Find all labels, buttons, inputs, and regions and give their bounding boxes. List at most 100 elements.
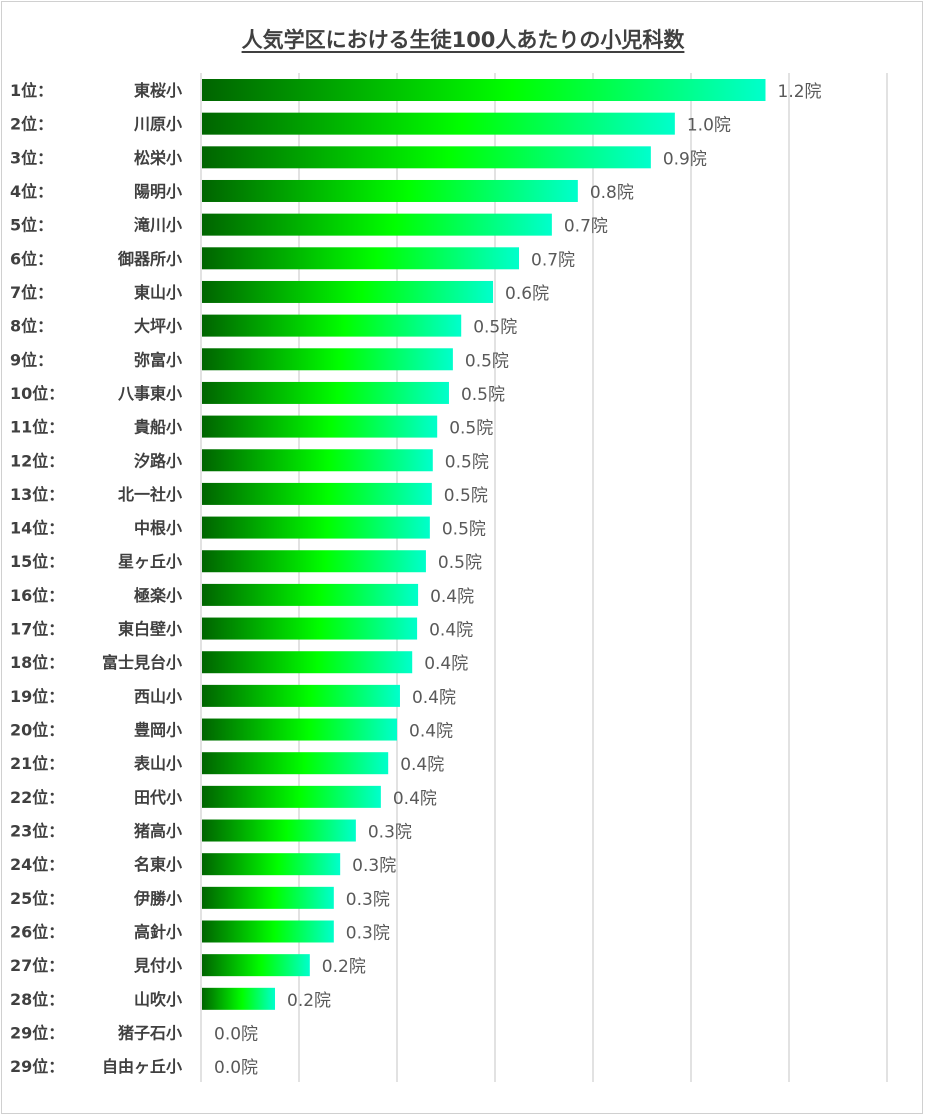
school-label: 北一社小 (118, 485, 182, 504)
school-label: 松栄小 (134, 148, 182, 167)
school-label: 中根小 (134, 519, 182, 538)
data-label: 0.6院 (505, 284, 549, 304)
data-label: 0.0院 (214, 1058, 258, 1078)
school-label: 陽明小 (134, 182, 182, 201)
bar (202, 314, 462, 337)
bar-row: 23位： 猪高小 0.3院 (10, 819, 412, 843)
bar (202, 516, 430, 539)
rank-label: 2位： (10, 115, 53, 134)
school-label: 猪子石小 (117, 1023, 182, 1042)
bar-row: 8位： 大坪小 0.5院 (10, 314, 517, 338)
rank-label: 25位： (10, 889, 64, 908)
rank-label: 3位： (10, 148, 53, 167)
data-label: 0.2院 (322, 957, 366, 977)
school-label: 汐路小 (134, 451, 182, 470)
rank-label: 20位： (10, 721, 64, 740)
school-label: 東桜小 (134, 81, 182, 100)
school-label: 山吹小 (134, 990, 182, 1009)
rank-label: 6位： (10, 249, 53, 268)
chart-title-text: 人気学区における生徒100人あたりの小児科数 (241, 28, 685, 52)
data-label: 0.8院 (590, 183, 634, 203)
data-label: 0.9院 (663, 149, 707, 169)
school-label: 御器所小 (117, 249, 182, 268)
rank-label: 17位： (10, 620, 64, 639)
bar (202, 482, 432, 505)
data-label: 0.5院 (445, 452, 489, 472)
school-label: 自由ヶ丘小 (102, 1057, 182, 1076)
data-label: 0.5院 (473, 318, 517, 338)
rank-label: 1位： (10, 81, 53, 100)
bar-row: 10位： 八事東小 0.5院 (10, 381, 505, 405)
data-label: 0.7院 (531, 250, 575, 270)
bar-row: 1位： 東桜小 1.2院 (10, 79, 822, 102)
bar-row: 6位： 御器所小 0.7院 (10, 247, 575, 270)
school-label: 表山小 (133, 754, 182, 773)
bar (202, 112, 675, 135)
rank-label: 9位： (10, 350, 53, 369)
data-label: 0.4院 (429, 621, 473, 641)
bar-row: 4位： 陽明小 0.8院 (10, 179, 634, 203)
school-label: 高針小 (134, 923, 182, 942)
bar-row: 13位： 北一社小 0.5院 (10, 482, 488, 506)
school-label: 名東小 (134, 855, 182, 874)
data-label: 0.4院 (412, 688, 456, 708)
school-label: 貴船小 (134, 418, 182, 437)
rank-label: 24位： (10, 855, 64, 874)
bar (202, 617, 418, 640)
bar-row: 7位： 東山小 0.6院 (10, 280, 549, 304)
bar (202, 381, 449, 404)
bar-row: 26位： 高針小 0.3院 (10, 920, 390, 944)
bar-row: 21位： 表山小 0.4院 (10, 752, 444, 775)
rank-label: 27位： (10, 956, 64, 975)
rank-label: 15位： (10, 552, 64, 571)
school-label: 大坪小 (134, 317, 182, 336)
school-label: 極楽小 (133, 586, 182, 605)
bar-row: 29位： 猪子石小 0.0院 (10, 1023, 258, 1044)
data-label: 0.4院 (393, 789, 437, 809)
rank-label: 8位： (10, 317, 53, 336)
bar-row: 28位： 山吹小 0.2院 (10, 987, 331, 1011)
bar (202, 752, 389, 775)
data-label: 0.5院 (449, 419, 493, 439)
school-label: 滝川小 (134, 216, 182, 235)
rank-label: 22位： (10, 788, 64, 807)
bar-row: 11位： 貴船小 0.5院 (10, 415, 493, 439)
bar (202, 146, 651, 169)
rank-label: 4位： (10, 182, 53, 201)
bar (202, 920, 334, 943)
bar (202, 79, 766, 101)
school-label: 見付小 (133, 956, 182, 975)
bar (202, 954, 310, 977)
bar-row: 9位： 弥富小 0.5院 (10, 348, 509, 371)
rank-label: 29位： (10, 1057, 64, 1076)
school-label: 星ヶ丘小 (118, 552, 182, 571)
bar (202, 415, 438, 438)
rank-label: 16位： (10, 586, 64, 605)
bar-row: 12位： 汐路小 0.5院 (10, 449, 489, 472)
bar-row: 17位： 東白壁小 0.4院 (10, 617, 473, 641)
data-label: 0.2院 (287, 991, 331, 1011)
bar-row: 18位： 富士見台小 0.4院 (10, 651, 468, 674)
data-label: 0.4院 (400, 755, 444, 775)
bar (202, 651, 413, 674)
bar-row: 19位： 西山小 0.4院 (10, 684, 456, 708)
bar (202, 583, 419, 606)
bar (202, 853, 341, 876)
rank-label: 7位： (10, 283, 53, 302)
bar-row: 15位： 星ヶ丘小 0.5院 (10, 550, 482, 573)
bar-row: 2位： 川原小 1.0院 (10, 112, 731, 136)
data-label: 0.4院 (430, 587, 474, 607)
bar (202, 213, 552, 236)
bar-row: 29位： 自由ヶ丘小 0.0院 (10, 1057, 258, 1078)
bar (202, 785, 381, 808)
rank-label: 26位： (10, 923, 64, 942)
bar (202, 348, 453, 371)
bar-row: 14位： 中根小 0.5院 (10, 516, 486, 540)
bar (202, 247, 520, 270)
school-label: 西山小 (134, 687, 182, 706)
data-label: 0.5院 (438, 553, 482, 573)
school-label: 八事東小 (117, 384, 182, 403)
rank-label: 11位： (10, 418, 64, 437)
bar-row: 3位： 松栄小 0.9院 (10, 146, 707, 169)
